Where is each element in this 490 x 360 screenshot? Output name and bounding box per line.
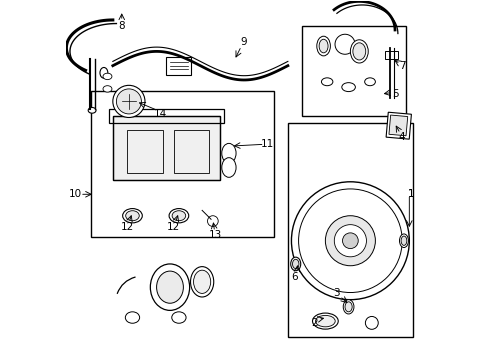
Ellipse shape [353, 43, 366, 60]
Ellipse shape [172, 211, 186, 221]
Bar [302, 26, 406, 116]
Ellipse shape [222, 143, 236, 163]
Text: 7: 7 [399, 61, 406, 71]
Bar [288, 123, 413, 337]
Bar [386, 112, 412, 139]
Bar [389, 115, 408, 136]
Ellipse shape [125, 312, 140, 323]
Bar [167, 57, 192, 75]
Text: 9: 9 [240, 37, 246, 48]
Ellipse shape [345, 302, 352, 312]
Text: 2: 2 [311, 318, 318, 328]
FancyArrowPatch shape [117, 277, 135, 293]
Ellipse shape [100, 67, 108, 78]
Circle shape [117, 89, 142, 114]
Ellipse shape [191, 267, 214, 297]
Ellipse shape [365, 78, 375, 86]
Text: 1: 1 [408, 189, 415, 199]
Ellipse shape [319, 39, 328, 53]
Text: 5: 5 [392, 89, 399, 99]
Ellipse shape [88, 108, 96, 113]
Ellipse shape [291, 257, 301, 271]
Ellipse shape [399, 234, 409, 248]
Ellipse shape [316, 315, 335, 327]
Bar [127, 130, 163, 173]
Ellipse shape [317, 36, 330, 56]
Circle shape [207, 216, 218, 226]
Text: 11: 11 [261, 139, 274, 149]
Ellipse shape [342, 83, 355, 91]
Text: 10: 10 [69, 189, 82, 199]
Text: 6: 6 [292, 272, 298, 282]
Circle shape [292, 182, 409, 300]
Text: 12: 12 [121, 222, 134, 232]
Ellipse shape [157, 271, 183, 303]
Ellipse shape [222, 158, 236, 177]
Ellipse shape [350, 40, 368, 63]
Bar [173, 130, 209, 173]
Bar [113, 116, 220, 180]
Ellipse shape [194, 270, 211, 293]
Text: 4: 4 [398, 132, 405, 142]
Bar [109, 109, 223, 123]
Bar [92, 91, 273, 237]
Circle shape [113, 85, 145, 117]
Ellipse shape [313, 313, 338, 329]
Text: 1: 1 [408, 189, 415, 199]
Ellipse shape [122, 208, 142, 223]
Circle shape [366, 316, 378, 329]
Ellipse shape [401, 236, 407, 246]
Bar [113, 116, 220, 180]
Circle shape [343, 233, 358, 249]
Circle shape [335, 34, 355, 54]
Ellipse shape [343, 300, 354, 314]
Ellipse shape [103, 86, 112, 92]
Ellipse shape [321, 78, 333, 86]
Circle shape [325, 216, 375, 266]
Ellipse shape [126, 211, 139, 221]
Text: 8: 8 [119, 21, 125, 31]
Ellipse shape [169, 208, 189, 223]
Ellipse shape [103, 73, 112, 80]
Text: 14: 14 [153, 109, 167, 119]
Text: 12: 12 [167, 222, 180, 232]
Circle shape [334, 225, 367, 257]
Ellipse shape [150, 264, 190, 310]
Ellipse shape [172, 312, 186, 323]
Bar [386, 51, 397, 59]
Text: 13: 13 [209, 230, 222, 240]
Ellipse shape [293, 259, 299, 269]
Text: 3: 3 [333, 288, 340, 297]
Circle shape [298, 189, 402, 293]
